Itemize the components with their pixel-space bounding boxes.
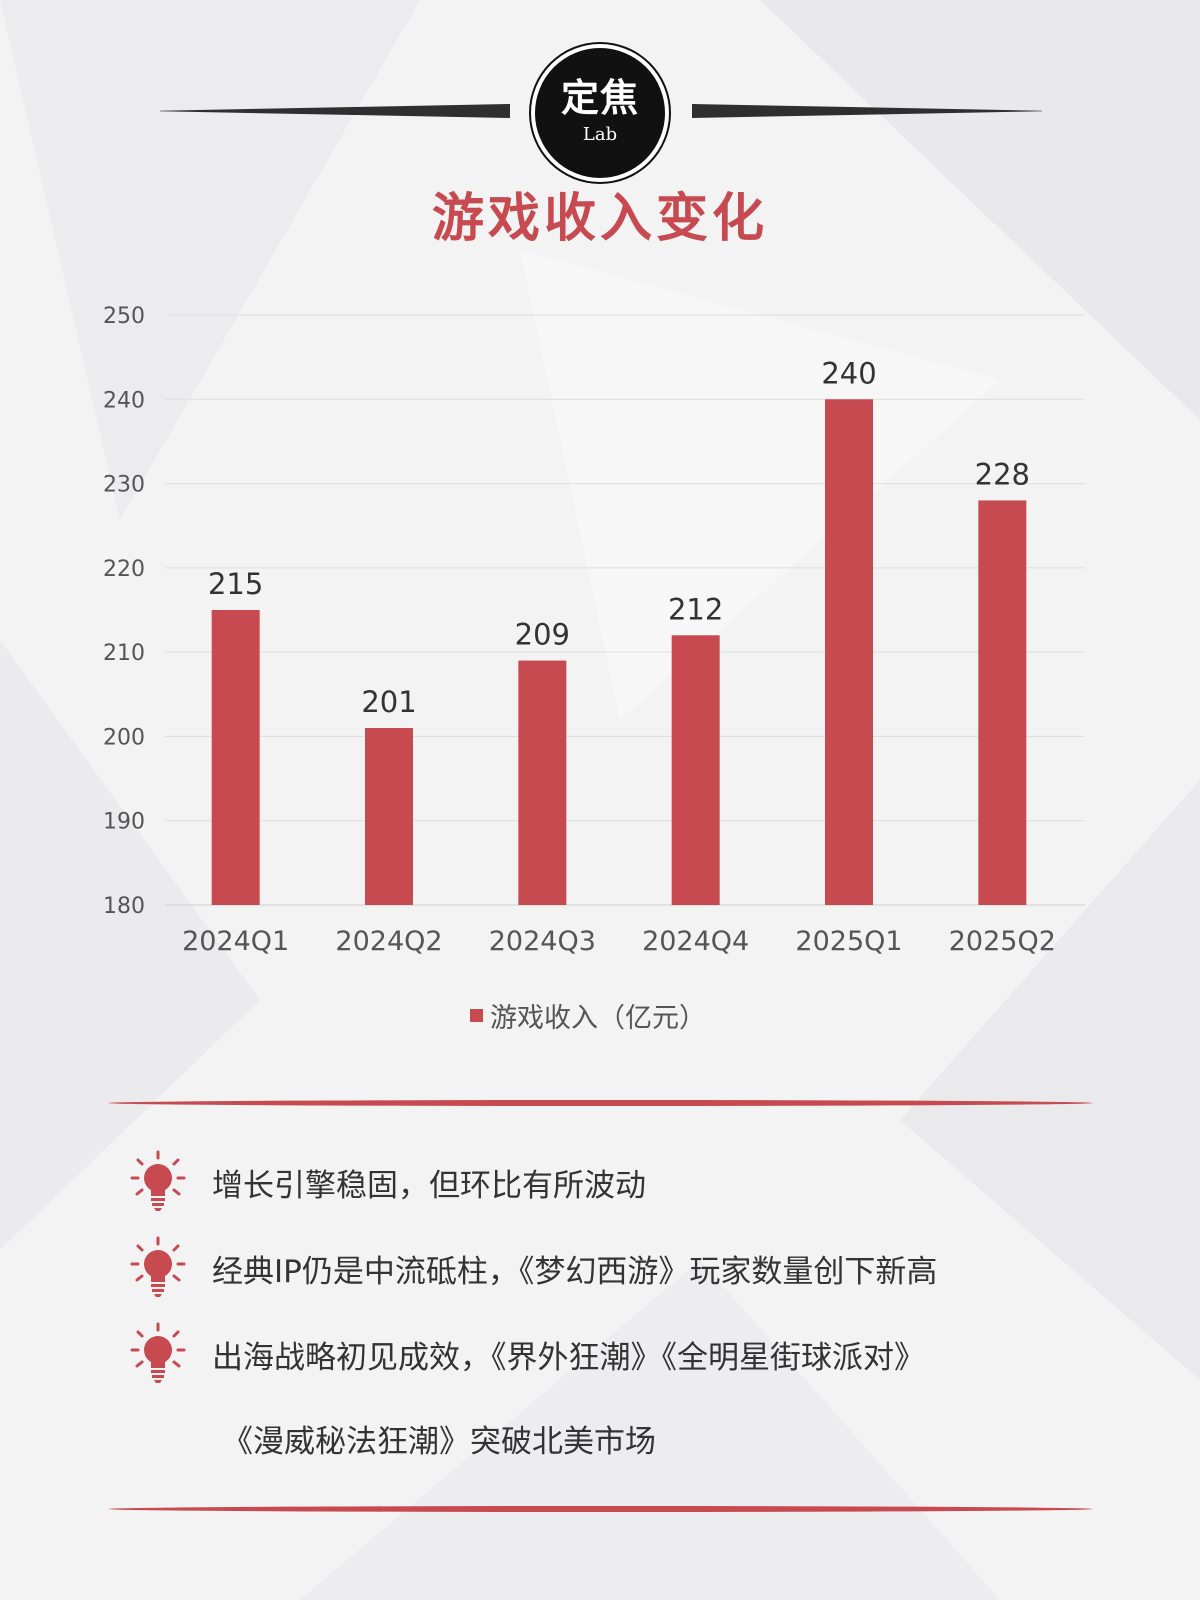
y-tick-label: 250 <box>103 304 145 329</box>
data-label: 215 <box>208 567 263 601</box>
divider-top <box>108 1100 1093 1106</box>
chart-legend: 游戏收入（亿元） <box>470 1003 706 1034</box>
key-point-text: 出海战略初见成效，《界外狂潮》《全明星街球派对》 <box>212 1340 925 1376</box>
data-label: 228 <box>975 457 1030 491</box>
bar <box>671 635 720 905</box>
bar <box>518 660 567 905</box>
data-label: 209 <box>515 618 570 652</box>
lightbulb-icon <box>128 1150 188 1212</box>
data-label: 212 <box>668 592 723 626</box>
y-axis-ticks: 180 190 200 210 220 230 240 250 <box>103 304 145 919</box>
y-tick-label: 190 <box>103 810 145 835</box>
bar <box>825 399 873 905</box>
x-axis-ticks: 2024Q1 2024Q2 2024Q3 2024Q4 2025Q1 2025Q2 <box>182 926 1056 957</box>
y-tick-label: 180 <box>103 894 145 919</box>
chart-gridlines <box>165 314 1085 906</box>
y-tick-label: 220 <box>103 557 145 582</box>
bar <box>978 500 1027 905</box>
divider-bottom <box>108 1506 1093 1512</box>
bar <box>211 610 260 905</box>
chart-bars: 215 201 209 212 240 228 <box>208 356 1030 905</box>
y-tick-label: 200 <box>103 725 145 750</box>
key-point-text: 增长引擎稳固，但环比有所波动 <box>212 1168 646 1204</box>
lightbulb-icon <box>128 1322 188 1384</box>
x-tick-label: 2025Q1 <box>795 926 902 957</box>
logo-main-text: 定焦 <box>560 76 639 120</box>
y-tick-label: 210 <box>103 641 145 666</box>
data-label: 240 <box>821 356 876 390</box>
key-point-text: 经典IP仍是中流砥柱，《梦幻西游》玩家数量创下新高 <box>212 1254 938 1290</box>
key-point-text: 《漫威秘法狂潮》突破北美市场 <box>222 1424 656 1460</box>
x-tick-label: 2024Q1 <box>182 926 289 957</box>
y-tick-label: 240 <box>103 388 145 413</box>
x-tick-label: 2024Q3 <box>489 926 596 957</box>
legend-swatch <box>470 1009 483 1022</box>
brand-logo: 定焦 Lab <box>531 44 669 182</box>
y-tick-label: 230 <box>103 473 145 498</box>
lightbulb-icon <box>128 1236 188 1298</box>
legend-label: 游戏收入（亿元） <box>490 1003 706 1034</box>
bar <box>365 728 413 905</box>
bar-chart: 180 190 200 210 220 230 240 250 215 201 209 212 240… <box>103 304 1085 1034</box>
x-tick-label: 2024Q2 <box>335 926 442 957</box>
logo-sub-text: Lab <box>582 124 618 145</box>
x-tick-label: 2024Q4 <box>642 926 749 957</box>
page-title: 游戏收入变化 <box>431 189 768 249</box>
x-tick-label: 2025Q2 <box>949 926 1056 957</box>
data-label: 201 <box>361 685 416 719</box>
